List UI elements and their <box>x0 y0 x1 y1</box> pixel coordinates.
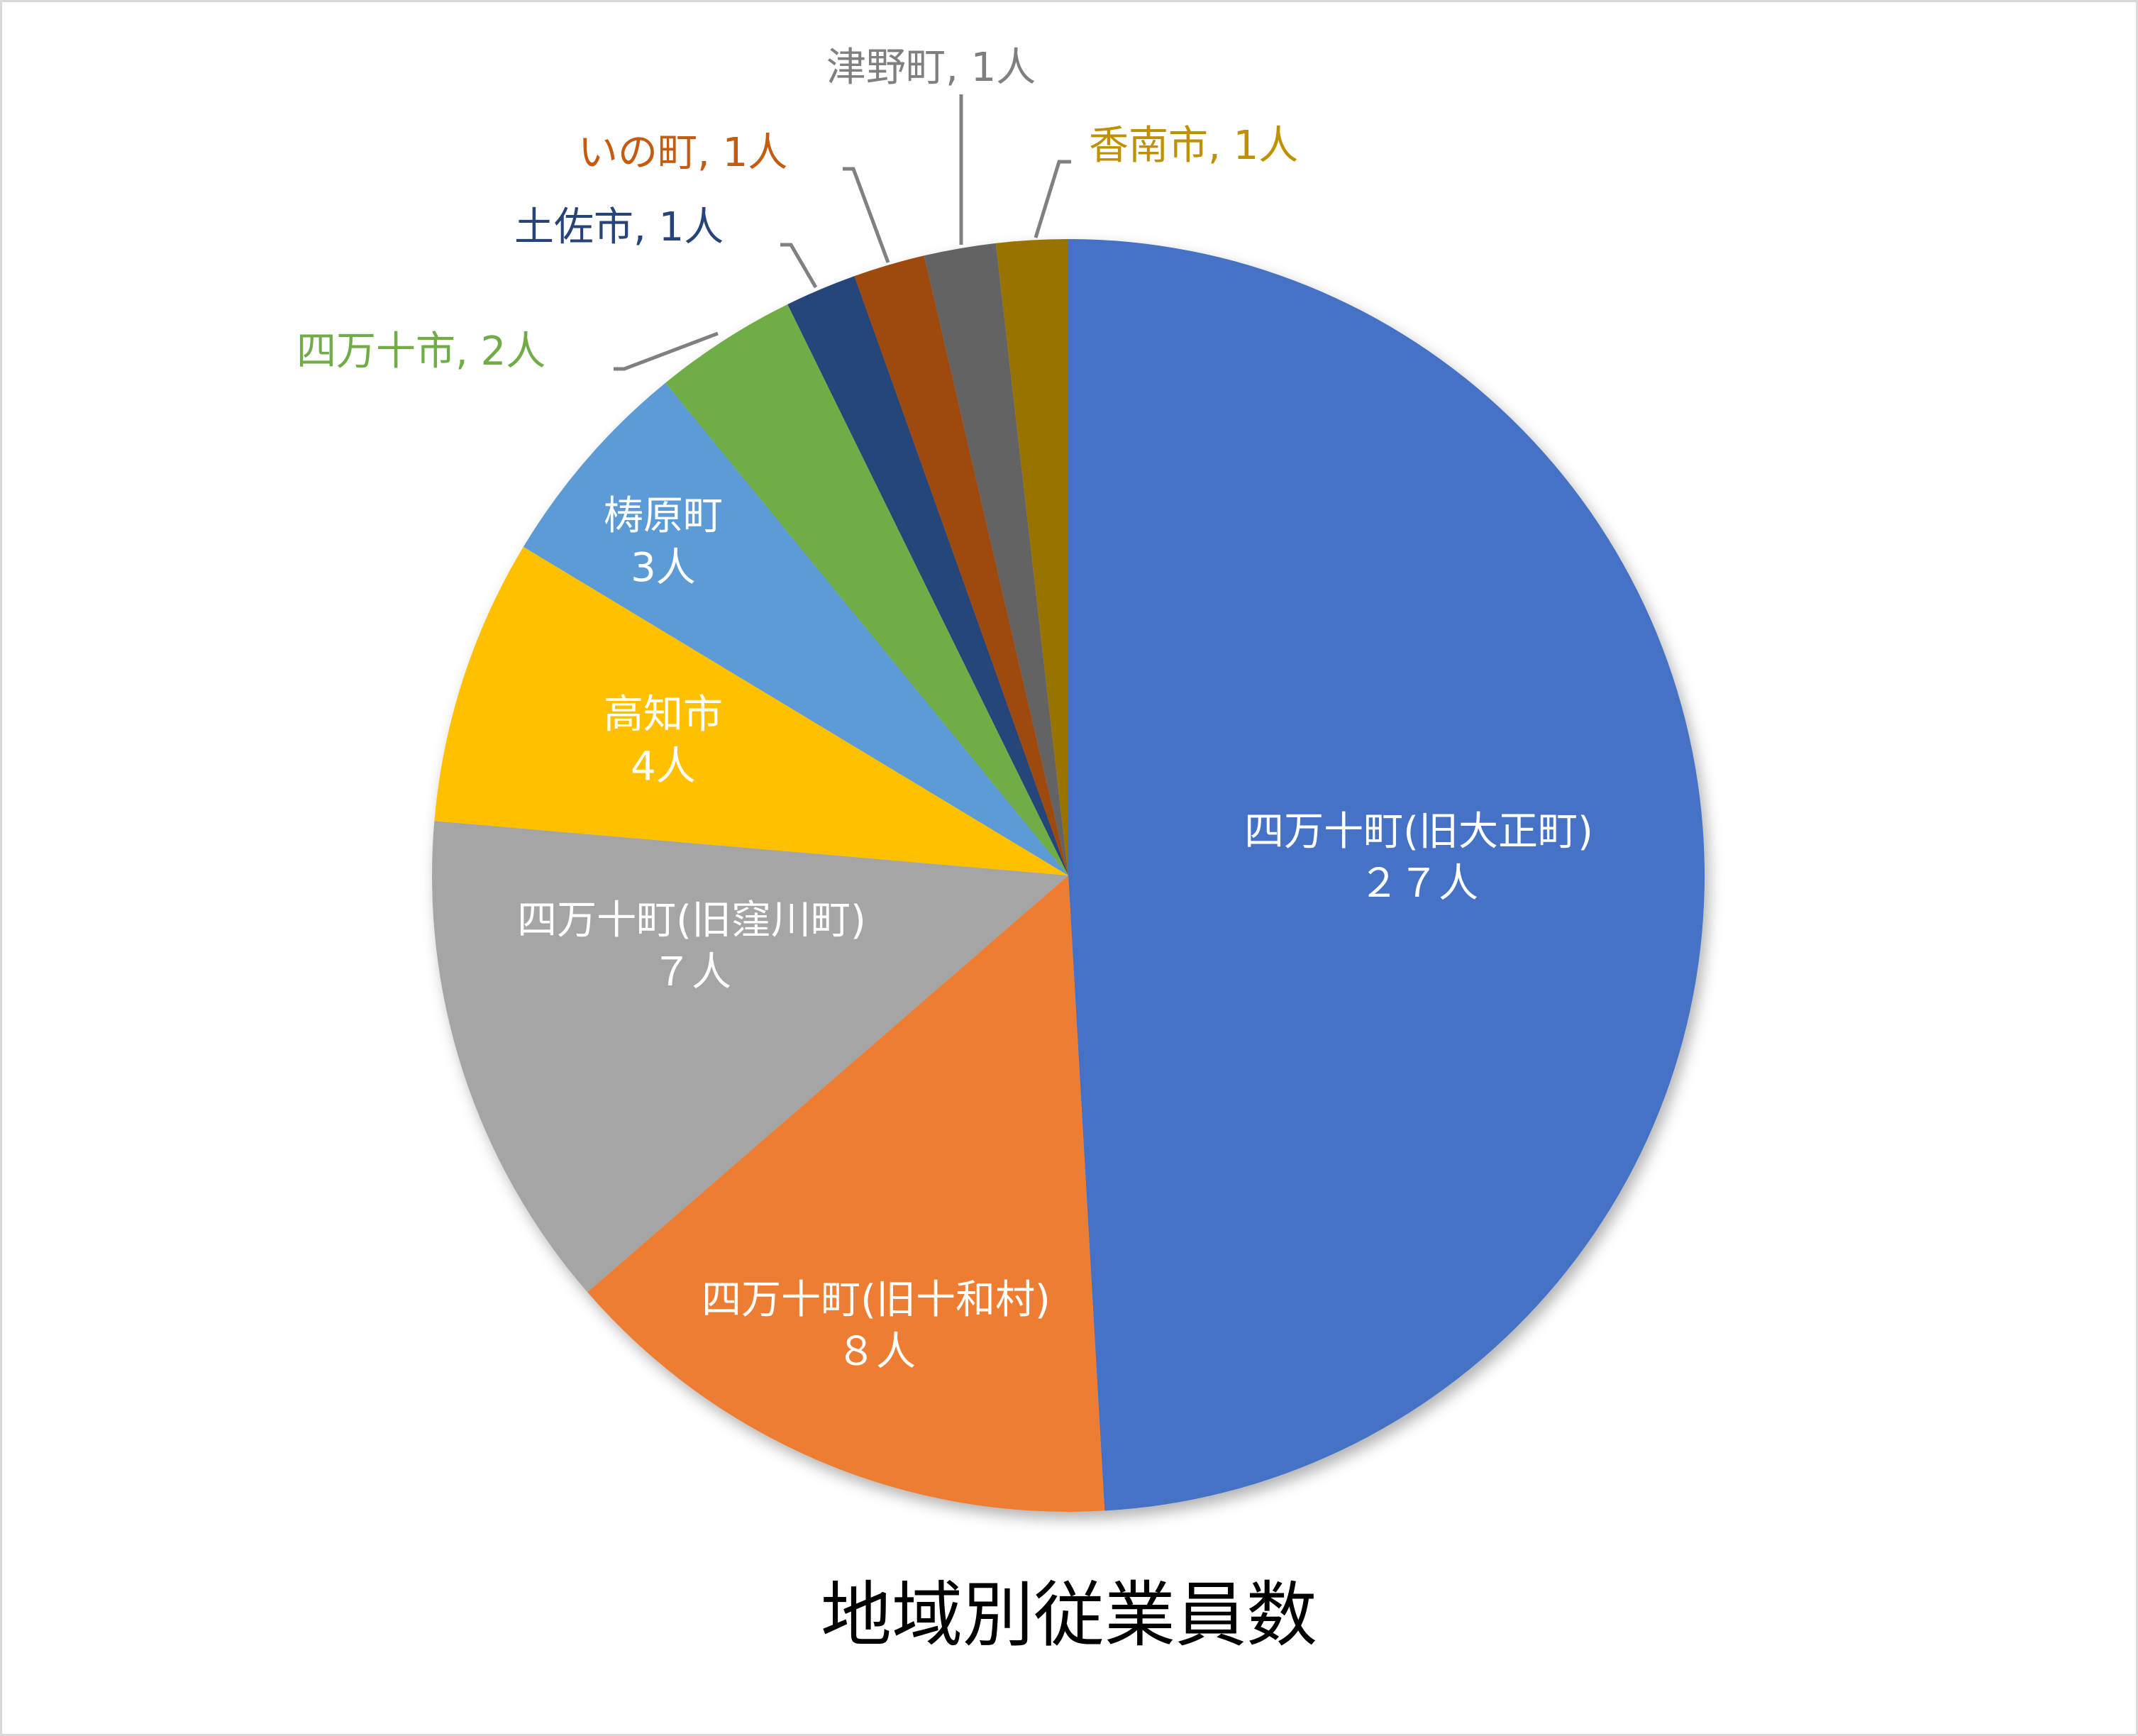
pie-slice <box>665 304 1068 876</box>
pie-slice <box>523 382 1068 875</box>
data-label-shimanto-city: 四万十市, 2人 <box>297 328 546 375</box>
data-label-tsuno: 津野町, 1人 <box>826 45 1036 91</box>
data-label-towa: 四万十町(旧十和村) ８人 <box>702 1277 1051 1375</box>
data-label-kochi: 高知市 4人 <box>604 692 723 790</box>
pie-slice <box>1068 239 1705 1511</box>
chart-title: 地域別従業員数 <box>821 1574 1317 1657</box>
leader-line <box>843 167 890 263</box>
pie-slice <box>924 243 1068 875</box>
leader-line <box>614 331 719 371</box>
data-label-ino: いの町, 1人 <box>578 130 788 176</box>
data-label-kubokawa: 四万十町(旧窪川町) ７人 <box>517 897 866 995</box>
pie-slice <box>432 821 1068 1293</box>
pie-slice <box>587 875 1105 1512</box>
pie-slice <box>995 239 1068 875</box>
pie-slice <box>434 546 1068 875</box>
pie-slice <box>787 276 1068 875</box>
data-label-tosa: 土佐市, 1人 <box>514 204 724 250</box>
data-label-yusuhara: 梼原町 3人 <box>604 493 723 591</box>
pie-slice <box>854 255 1068 876</box>
leader-line <box>1034 160 1071 238</box>
leader-line <box>780 243 818 289</box>
data-label-taisho: 四万十町(旧大正町) ２７人 <box>1244 809 1593 907</box>
data-label-konan: 香南市, 1人 <box>1089 123 1299 169</box>
